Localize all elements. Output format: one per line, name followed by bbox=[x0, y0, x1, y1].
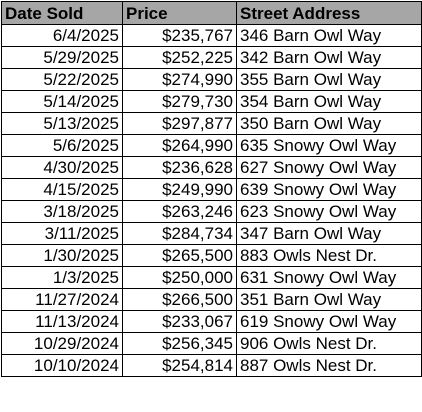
street-address-cell[interactable]: 906 Owls Nest Dr. bbox=[236, 332, 422, 355]
table-row: 6/4/2025 $235,767 346 Barn Owl Way bbox=[1, 24, 422, 47]
table-row: 5/14/2025 $279,730 354 Barn Owl Way bbox=[1, 90, 422, 113]
street-address-cell[interactable]: 342 Barn Owl Way bbox=[236, 46, 422, 69]
street-address-cell[interactable]: 346 Barn Owl Way bbox=[236, 24, 422, 47]
street-address-cell[interactable]: 887 Owls Nest Dr. bbox=[236, 354, 422, 377]
price-cell[interactable]: $236,628 bbox=[122, 156, 237, 179]
header-price[interactable]: Price bbox=[122, 1, 237, 25]
date-sold-cell[interactable]: 4/15/2025 bbox=[1, 178, 123, 201]
table-row: 1/3/2025 $250,000 631 Snowy Owl Way bbox=[1, 266, 422, 289]
price-cell[interactable]: $297,877 bbox=[122, 112, 237, 135]
price-cell[interactable]: $254,814 bbox=[122, 354, 237, 377]
date-sold-cell[interactable]: 10/29/2024 bbox=[1, 332, 123, 355]
table-row: 10/29/2024 $256,345 906 Owls Nest Dr. bbox=[1, 332, 422, 355]
street-address-cell[interactable]: 627 Snowy Owl Way bbox=[236, 156, 422, 179]
header-date-sold[interactable]: Date Sold bbox=[1, 1, 123, 25]
date-sold-cell[interactable]: 5/29/2025 bbox=[1, 46, 123, 69]
price-cell[interactable]: $233,067 bbox=[122, 310, 237, 333]
street-address-cell[interactable]: 347 Barn Owl Way bbox=[236, 222, 422, 245]
date-sold-cell[interactable]: 10/10/2024 bbox=[1, 354, 123, 377]
table-row: 3/11/2025 $284,734 347 Barn Owl Way bbox=[1, 222, 422, 245]
price-cell[interactable]: $264,990 bbox=[122, 134, 237, 157]
price-cell[interactable]: $249,990 bbox=[122, 178, 237, 201]
price-cell[interactable]: $265,500 bbox=[122, 244, 237, 267]
date-sold-cell[interactable]: 3/11/2025 bbox=[1, 222, 123, 245]
date-sold-cell[interactable]: 1/30/2025 bbox=[1, 244, 123, 267]
table-row: 11/27/2024 $266,500 351 Barn Owl Way bbox=[1, 288, 422, 311]
table-row: 10/10/2024 $254,814 887 Owls Nest Dr. bbox=[1, 354, 422, 377]
date-sold-cell[interactable]: 11/13/2024 bbox=[1, 310, 123, 333]
street-address-cell[interactable]: 350 Barn Owl Way bbox=[236, 112, 422, 135]
table-row: 3/18/2025 $263,246 623 Snowy Owl Way bbox=[1, 200, 422, 223]
date-sold-cell[interactable]: 3/18/2025 bbox=[1, 200, 123, 223]
date-sold-cell[interactable]: 11/27/2024 bbox=[1, 288, 123, 311]
table-row: 5/6/2025 $264,990 635 Snowy Owl Way bbox=[1, 134, 422, 157]
table-row: 4/15/2025 $249,990 639 Snowy Owl Way bbox=[1, 178, 422, 201]
price-cell[interactable]: $279,730 bbox=[122, 90, 237, 113]
price-cell[interactable]: $252,225 bbox=[122, 46, 237, 69]
table-body: 6/4/2025 $235,767 346 Barn Owl Way 5/29/202… bbox=[1, 24, 422, 377]
table-row: 5/29/2025 $252,225 342 Barn Owl Way bbox=[1, 46, 422, 69]
date-sold-cell[interactable]: 5/22/2025 bbox=[1, 68, 123, 91]
price-cell[interactable]: $266,500 bbox=[122, 288, 237, 311]
header-row: Date Sold Price Street Address bbox=[1, 1, 422, 25]
price-cell[interactable]: $235,767 bbox=[122, 24, 237, 47]
street-address-cell[interactable]: 355 Barn Owl Way bbox=[236, 68, 422, 91]
street-address-cell[interactable]: 619 Snowy Owl Way bbox=[236, 310, 422, 333]
table-header: Date Sold Price Street Address bbox=[1, 1, 422, 25]
price-cell[interactable]: $263,246 bbox=[122, 200, 237, 223]
street-address-cell[interactable]: 354 Barn Owl Way bbox=[236, 90, 422, 113]
table-row: 11/13/2024 $233,067 619 Snowy Owl Way bbox=[1, 310, 422, 333]
date-sold-cell[interactable]: 4/30/2025 bbox=[1, 156, 123, 179]
date-sold-cell[interactable]: 5/6/2025 bbox=[1, 134, 123, 157]
street-address-cell[interactable]: 623 Snowy Owl Way bbox=[236, 200, 422, 223]
date-sold-cell[interactable]: 1/3/2025 bbox=[1, 266, 123, 289]
price-cell[interactable]: $256,345 bbox=[122, 332, 237, 355]
header-street-address[interactable]: Street Address bbox=[236, 1, 422, 25]
price-cell[interactable]: $284,734 bbox=[122, 222, 237, 245]
sales-table: Date Sold Price Street Address 6/4/2025 $… bbox=[1, 1, 422, 377]
date-sold-cell[interactable]: 5/13/2025 bbox=[1, 112, 123, 135]
date-sold-cell[interactable]: 6/4/2025 bbox=[1, 24, 123, 47]
street-address-cell[interactable]: 639 Snowy Owl Way bbox=[236, 178, 422, 201]
date-sold-cell[interactable]: 5/14/2025 bbox=[1, 90, 123, 113]
street-address-cell[interactable]: 635 Snowy Owl Way bbox=[236, 134, 422, 157]
table-row: 5/13/2025 $297,877 350 Barn Owl Way bbox=[1, 112, 422, 135]
price-cell[interactable]: $274,990 bbox=[122, 68, 237, 91]
table-row: 4/30/2025 $236,628 627 Snowy Owl Way bbox=[1, 156, 422, 179]
table-row: 1/30/2025 $265,500 883 Owls Nest Dr. bbox=[1, 244, 422, 267]
street-address-cell[interactable]: 883 Owls Nest Dr. bbox=[236, 244, 422, 267]
table-row: 5/22/2025 $274,990 355 Barn Owl Way bbox=[1, 68, 422, 91]
price-cell[interactable]: $250,000 bbox=[122, 266, 237, 289]
street-address-cell[interactable]: 631 Snowy Owl Way bbox=[236, 266, 422, 289]
street-address-cell[interactable]: 351 Barn Owl Way bbox=[236, 288, 422, 311]
